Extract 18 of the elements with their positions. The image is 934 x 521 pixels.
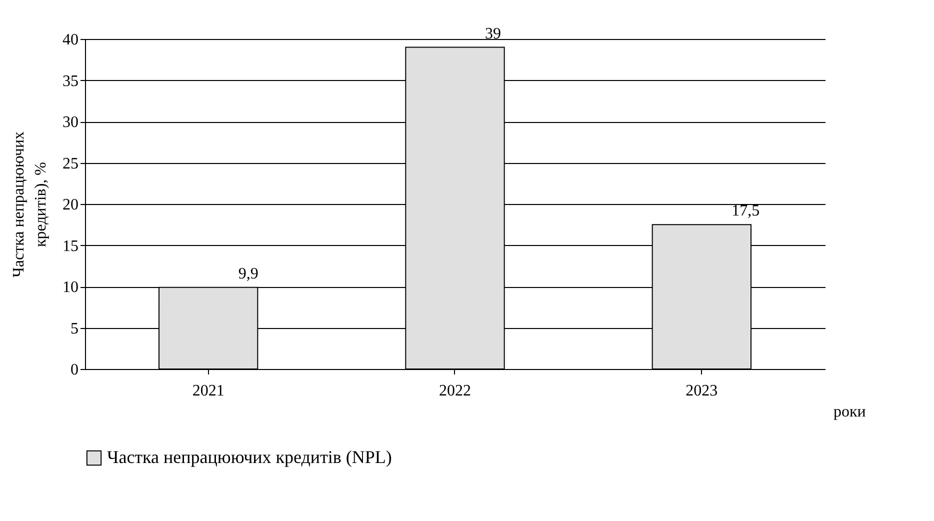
x-axis-title: роки	[834, 404, 866, 420]
text: 17,5	[732, 202, 760, 220]
y-tick-label: 25	[62, 155, 78, 172]
legend-label: Частка непрацюючих кредитів (NPL)	[107, 447, 392, 467]
text: 9,9	[238, 265, 258, 282]
text: 39	[485, 25, 501, 42]
y-tick-label: 5	[70, 320, 78, 338]
x-tick-label: 2023	[686, 382, 718, 400]
y-tick-label: 10	[62, 279, 78, 296]
y-tick-label: 0	[70, 362, 78, 378]
x-tick-label: 2021	[192, 382, 224, 400]
y-tick-label: 40	[62, 32, 78, 48]
y-axis-title: Частка непрацюючих кредитів), %	[10, 131, 50, 278]
x-tick-label: 2022	[439, 382, 471, 400]
y-tick-label: 15	[62, 238, 78, 255]
y-tick-label: 30	[62, 114, 78, 131]
y-tick-label: 35	[62, 72, 78, 90]
y-tick-label: 20	[62, 196, 78, 214]
